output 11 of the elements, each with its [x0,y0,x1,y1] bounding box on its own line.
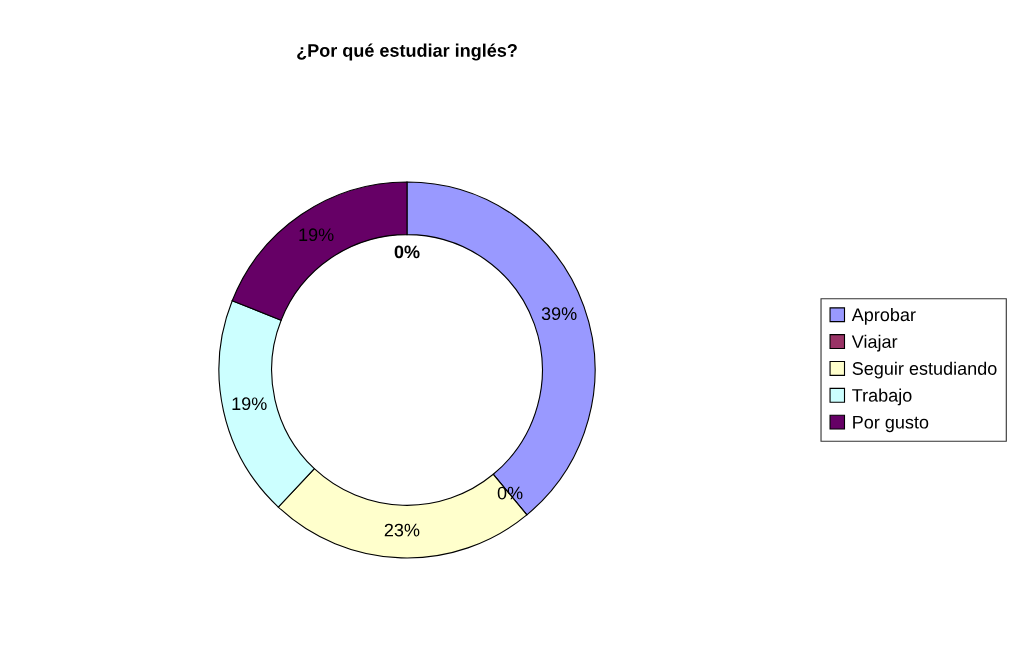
chart-title: ¿Por qué estudiar inglés? [297,43,517,61]
text: 0% [394,245,420,259]
data-label: 39% [541,307,577,321]
legend-label: Trabajo [852,388,912,406]
legend-label: Seguir estudiando [852,361,997,379]
legend-label: Por gusto [853,416,929,433]
data-label: 23% [384,523,420,537]
legend-label: Aprobar [851,307,916,325]
legend-label: Viajar [851,334,898,352]
data-label: 19% [299,228,334,242]
data-label: 19% [232,397,267,411]
